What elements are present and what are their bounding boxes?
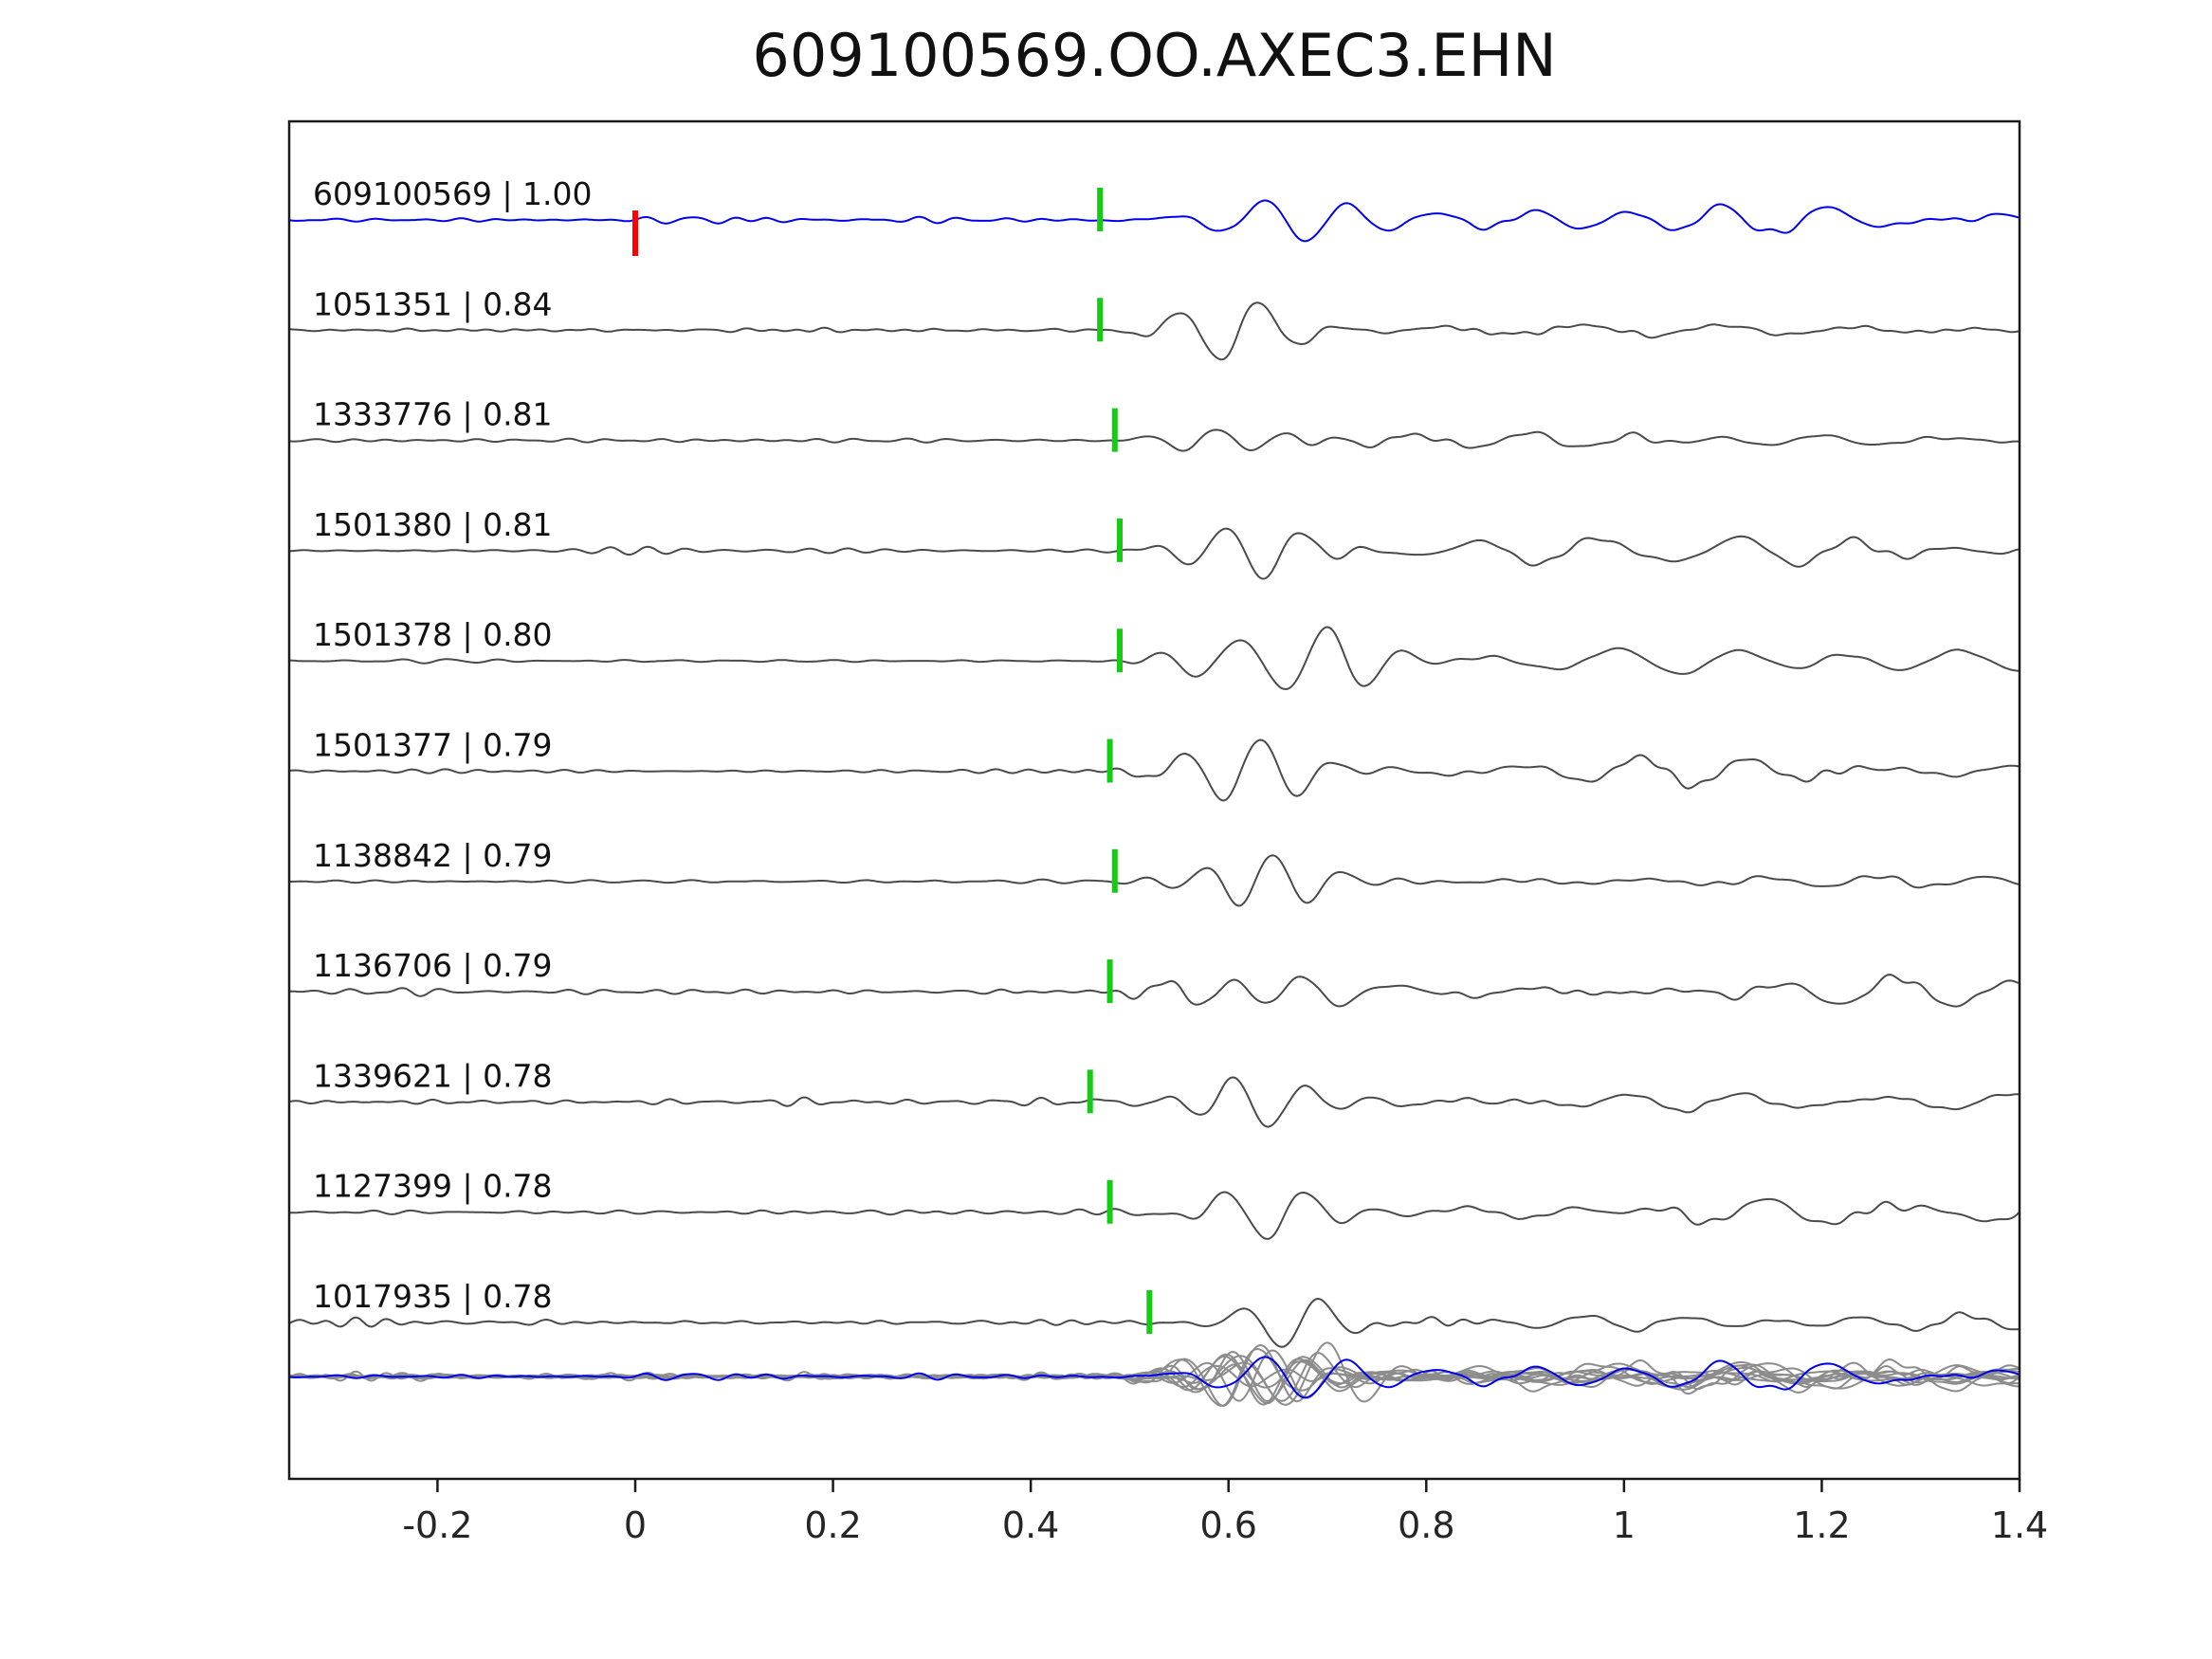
trace-label: 1501380 | 0.81 xyxy=(313,506,553,543)
waveform-trace-1339621 xyxy=(289,1076,2020,1128)
trace-label: 1127399 | 0.78 xyxy=(313,1168,553,1205)
x-tick-label: -0.2 xyxy=(402,1504,472,1546)
waveform-trace-1051351 xyxy=(289,301,2020,361)
waveform-trace-1333776 xyxy=(289,428,2020,452)
x-tick-label: 0.2 xyxy=(804,1504,861,1546)
waveform-trace-1501380 xyxy=(289,527,2020,580)
markers-layer: 609100569 | 1.00 1051351 | 0.84 1333776 | … xyxy=(313,175,1153,1334)
trace-label: 609100569 | 1.00 xyxy=(313,175,593,212)
x-tick-label: 0 xyxy=(624,1504,647,1546)
x-tick-label: 0.8 xyxy=(1398,1504,1454,1546)
waveform-trace-1127399 xyxy=(289,1191,2020,1240)
axis-layer: -0.2 0 0.2 0.4 0.6 0.8 1 1.2 1.4 xyxy=(287,119,2048,1546)
chart-title: 609100569.OO.AXEC3.EHN xyxy=(752,21,1557,90)
trace-label: 1136706 | 0.79 xyxy=(313,947,553,984)
x-tick-label: 1 xyxy=(1613,1504,1636,1546)
x-tick-label: 0.4 xyxy=(1002,1504,1059,1546)
x-tick-label: 1.4 xyxy=(1991,1504,2048,1546)
waveform-trace-1017935 xyxy=(289,1298,2020,1348)
axes-box xyxy=(287,119,2021,1481)
x-tick-label: 1.2 xyxy=(1793,1504,1850,1546)
overlay-trace-template xyxy=(289,1356,2020,1399)
waveform-trace-1501378 xyxy=(289,626,2020,690)
waveform-trace-1501377 xyxy=(289,738,2020,802)
trace-label: 1017935 | 0.78 xyxy=(313,1278,553,1315)
trace-label: 1333776 | 0.81 xyxy=(313,396,553,433)
waveform-trace-1136706 xyxy=(289,974,2020,1008)
x-tick-label: 0.6 xyxy=(1199,1504,1256,1546)
trace-label: 1138842 | 0.79 xyxy=(313,837,553,874)
trace-label: 1339621 | 0.78 xyxy=(313,1057,553,1094)
trace-label: 1501377 | 0.79 xyxy=(313,727,553,764)
waveform-trace-609100569 xyxy=(289,199,2020,243)
trace-label: 1501378 | 0.80 xyxy=(313,616,553,653)
traces-layer xyxy=(289,199,2020,1407)
trace-label: 1051351 | 0.84 xyxy=(313,285,553,322)
waveform-trace-1138842 xyxy=(289,854,2020,907)
